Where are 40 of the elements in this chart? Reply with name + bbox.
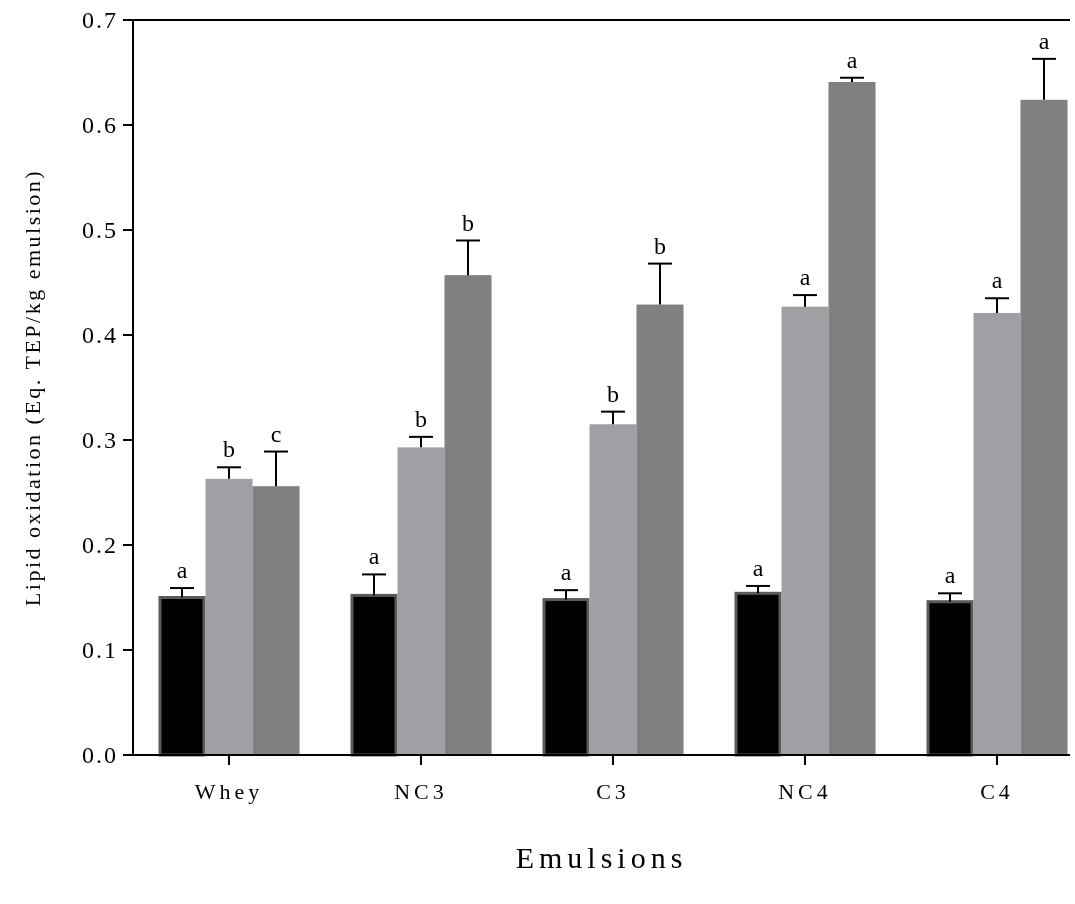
x-tick-label: C4 [980, 779, 1014, 804]
bar [397, 447, 445, 755]
annotation: b [654, 232, 666, 259]
bar [973, 312, 1021, 755]
annotation: a [944, 562, 956, 589]
y-tick-label: 0.3 [82, 427, 118, 454]
bar [589, 424, 637, 755]
bar [636, 304, 684, 755]
annotation: a [846, 46, 858, 73]
annotation: b [462, 209, 474, 236]
annotation: a [560, 559, 572, 586]
x-axis-title: Emulsions [515, 841, 688, 874]
y-tick-label: 0.5 [82, 217, 118, 244]
y-axis-title: Lipid oxidation (Eq. TEP/kg emulsion) [20, 168, 45, 607]
bar [252, 486, 300, 755]
annotation: a [176, 557, 188, 584]
bar [444, 275, 492, 755]
y-tick-label: 0.7 [82, 7, 118, 34]
annotation: c [270, 420, 282, 447]
y-tick-label: 0.2 [82, 532, 118, 559]
annotation: b [607, 380, 619, 407]
x-tick-label: NC3 [394, 779, 448, 804]
y-tick-label: 0.1 [82, 637, 118, 664]
bar [1020, 99, 1068, 755]
bar [205, 478, 253, 755]
bar [828, 81, 876, 755]
annotation: b [223, 436, 235, 463]
annotation: a [368, 543, 380, 570]
annotation: b [415, 405, 427, 432]
bar [781, 306, 829, 755]
x-tick-label: C3 [596, 779, 630, 804]
x-tick-label: NC4 [778, 779, 832, 804]
y-tick-label: 0.6 [82, 112, 118, 139]
annotation: a [799, 264, 811, 291]
x-tick-label: Whey [194, 779, 264, 804]
y-tick-label: 0.0 [82, 742, 118, 769]
y-tick-label: 0.4 [82, 322, 118, 349]
annotation: a [752, 554, 764, 581]
annotation: a [1038, 27, 1050, 54]
annotation: a [991, 267, 1003, 294]
